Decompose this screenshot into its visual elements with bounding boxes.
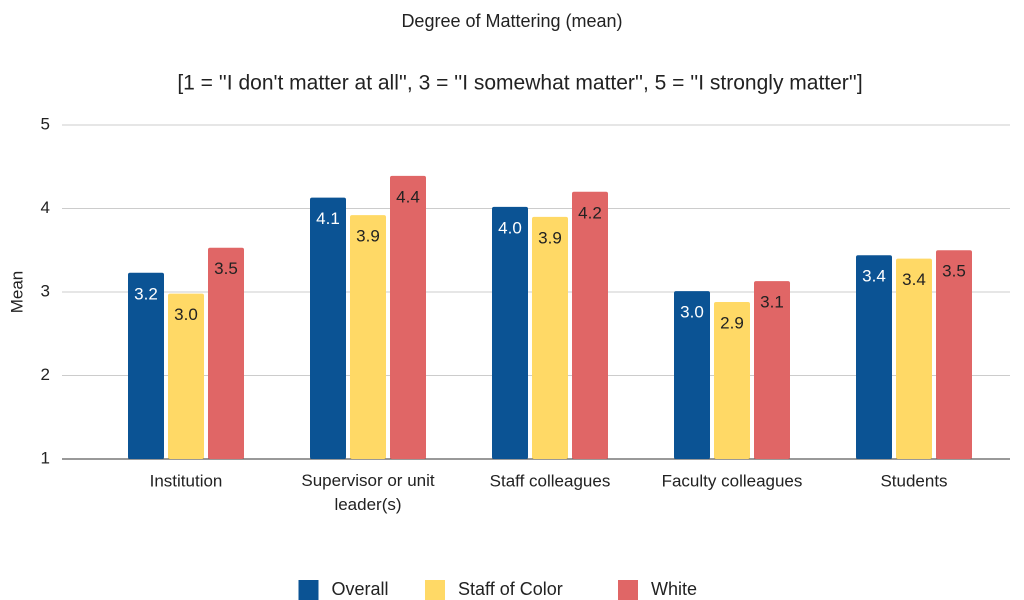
legend-label: Staff of Color bbox=[458, 579, 563, 599]
bar bbox=[168, 293, 204, 459]
y-axis-label: Mean bbox=[7, 271, 26, 314]
data-label: 3.0 bbox=[174, 305, 198, 324]
bar bbox=[714, 302, 750, 459]
x-tick-label: Supervisor or unit leader(s) bbox=[301, 471, 435, 514]
x-tick-label: Faculty colleagues bbox=[662, 471, 803, 490]
bar bbox=[208, 247, 244, 459]
data-label: 3.4 bbox=[862, 267, 886, 286]
data-label: 3.9 bbox=[538, 228, 562, 247]
bar bbox=[310, 197, 346, 459]
y-tick-label: 1 bbox=[41, 448, 50, 467]
data-label: 3.9 bbox=[356, 227, 380, 246]
y-tick-label: 5 bbox=[41, 114, 50, 133]
bar bbox=[856, 255, 892, 459]
x-tick-label: Staff colleagues bbox=[490, 471, 611, 490]
chart-subtitle: [1 = ''I don't matter at all'', 3 = ''I … bbox=[177, 72, 862, 95]
bar bbox=[572, 191, 608, 460]
x-tick-label: Students bbox=[880, 471, 947, 490]
data-label: 3.1 bbox=[760, 293, 784, 312]
data-label: 3.0 bbox=[680, 303, 704, 322]
y-tick-label: 3 bbox=[41, 281, 50, 300]
data-label: 4.2 bbox=[578, 203, 602, 222]
data-label: 2.9 bbox=[720, 314, 744, 333]
data-label: 4.4 bbox=[396, 187, 420, 206]
legend-label: White bbox=[651, 579, 697, 599]
x-tick-label-line: Supervisor or unit bbox=[301, 471, 435, 490]
legend-swatch bbox=[298, 580, 319, 600]
data-label: 3.5 bbox=[942, 262, 966, 281]
legend-swatch bbox=[618, 580, 638, 600]
chart-title: Degree of Mattering (mean) bbox=[401, 11, 622, 31]
bar bbox=[532, 216, 568, 459]
data-label: 3.4 bbox=[902, 270, 926, 289]
bar bbox=[128, 272, 164, 459]
data-label: 3.5 bbox=[214, 259, 238, 278]
data-label: 4.1 bbox=[316, 209, 340, 228]
data-label: 3.2 bbox=[134, 284, 158, 303]
x-tick-label: Institution bbox=[150, 471, 223, 490]
legend-label: Overall bbox=[332, 579, 389, 599]
data-label: 4.0 bbox=[498, 218, 522, 237]
bar bbox=[674, 291, 710, 459]
bar bbox=[492, 206, 528, 459]
legend-swatch bbox=[425, 580, 445, 600]
bar bbox=[390, 175, 426, 459]
bar bbox=[896, 258, 932, 459]
bar bbox=[350, 215, 386, 459]
bar bbox=[936, 250, 972, 459]
y-tick-label: 2 bbox=[41, 365, 50, 384]
x-tick-label-line: leader(s) bbox=[334, 495, 401, 514]
y-tick-label: 4 bbox=[41, 198, 50, 217]
bar bbox=[754, 281, 790, 459]
